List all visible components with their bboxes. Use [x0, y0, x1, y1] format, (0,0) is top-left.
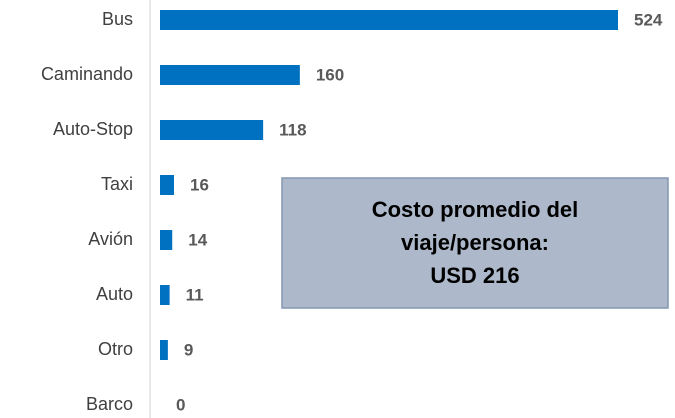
- y-tick-label: Caminando: [41, 64, 133, 84]
- data-label: 160: [316, 65, 344, 84]
- y-tick-label: Bus: [102, 9, 133, 29]
- bar: [160, 175, 174, 195]
- y-tick-label: Taxi: [101, 174, 133, 194]
- data-label: 524: [634, 10, 663, 29]
- annotation-box: [281, 177, 669, 309]
- data-label: 16: [190, 175, 209, 194]
- bar: [160, 285, 170, 305]
- bar: [160, 340, 168, 360]
- bar: [160, 230, 173, 250]
- y-tick-label: Otro: [98, 339, 133, 359]
- data-label: 9: [184, 340, 193, 359]
- annotation-line: USD 216: [430, 263, 519, 288]
- bar: [160, 10, 618, 30]
- bar: [160, 65, 300, 85]
- data-label: 0: [176, 395, 185, 414]
- y-tick-label: Auto-Stop: [53, 119, 133, 139]
- y-tick-label: Avión: [88, 229, 133, 249]
- bar: [160, 120, 264, 140]
- data-label: 11: [186, 285, 204, 304]
- data-label: 14: [188, 230, 207, 249]
- y-tick-label: Auto: [96, 284, 133, 304]
- annotation-line: viaje/persona:: [401, 230, 549, 255]
- y-tick-label: Barco: [86, 394, 133, 414]
- data-label: 118: [279, 120, 306, 139]
- annotation-line: Costo promedio del: [372, 197, 579, 222]
